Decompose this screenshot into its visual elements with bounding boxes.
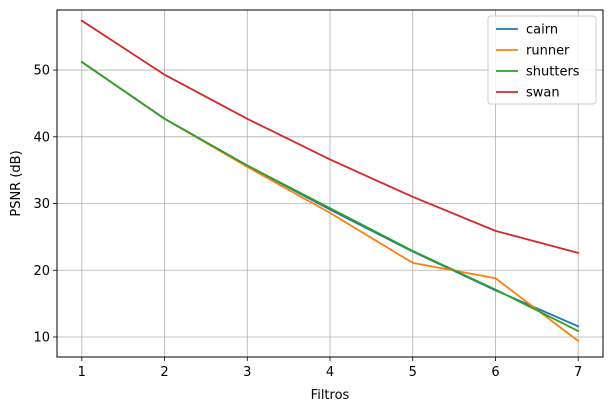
legend-label-shutters: shutters [526,65,580,80]
series-lines [80,19,580,343]
legend: cairn runner shutters swan [487,15,597,105]
legend-label-swan: swan [526,86,560,101]
y-tick-label: 30 [33,197,50,212]
series-line-swan [80,19,580,255]
y-tick-label: 50 [33,64,50,79]
x-axis-ticks: 1 2 3 4 5 6 7 [78,357,582,380]
x-tick-label: 6 [491,365,499,380]
x-tick-label: 1 [78,365,86,380]
x-tick-label: 4 [326,365,334,380]
y-axis-label: PSNR (dB) [9,150,24,216]
legend-label-cairn: cairn [526,23,558,38]
x-tick-label: 2 [160,365,168,380]
x-tick-label: 7 [574,365,582,380]
legend-label-runner: runner [526,44,570,59]
legend-box [487,15,597,105]
y-tick-label: 10 [33,330,50,345]
series-line-shutters [80,60,580,333]
y-tick-label: 20 [33,264,50,279]
y-axis-ticks: 10 20 30 40 50 [33,64,57,345]
x-tick-label: 3 [243,365,251,380]
x-tick-label: 5 [409,365,417,380]
x-axis-label: Filtros [311,388,350,403]
y-tick-label: 40 [33,130,50,145]
